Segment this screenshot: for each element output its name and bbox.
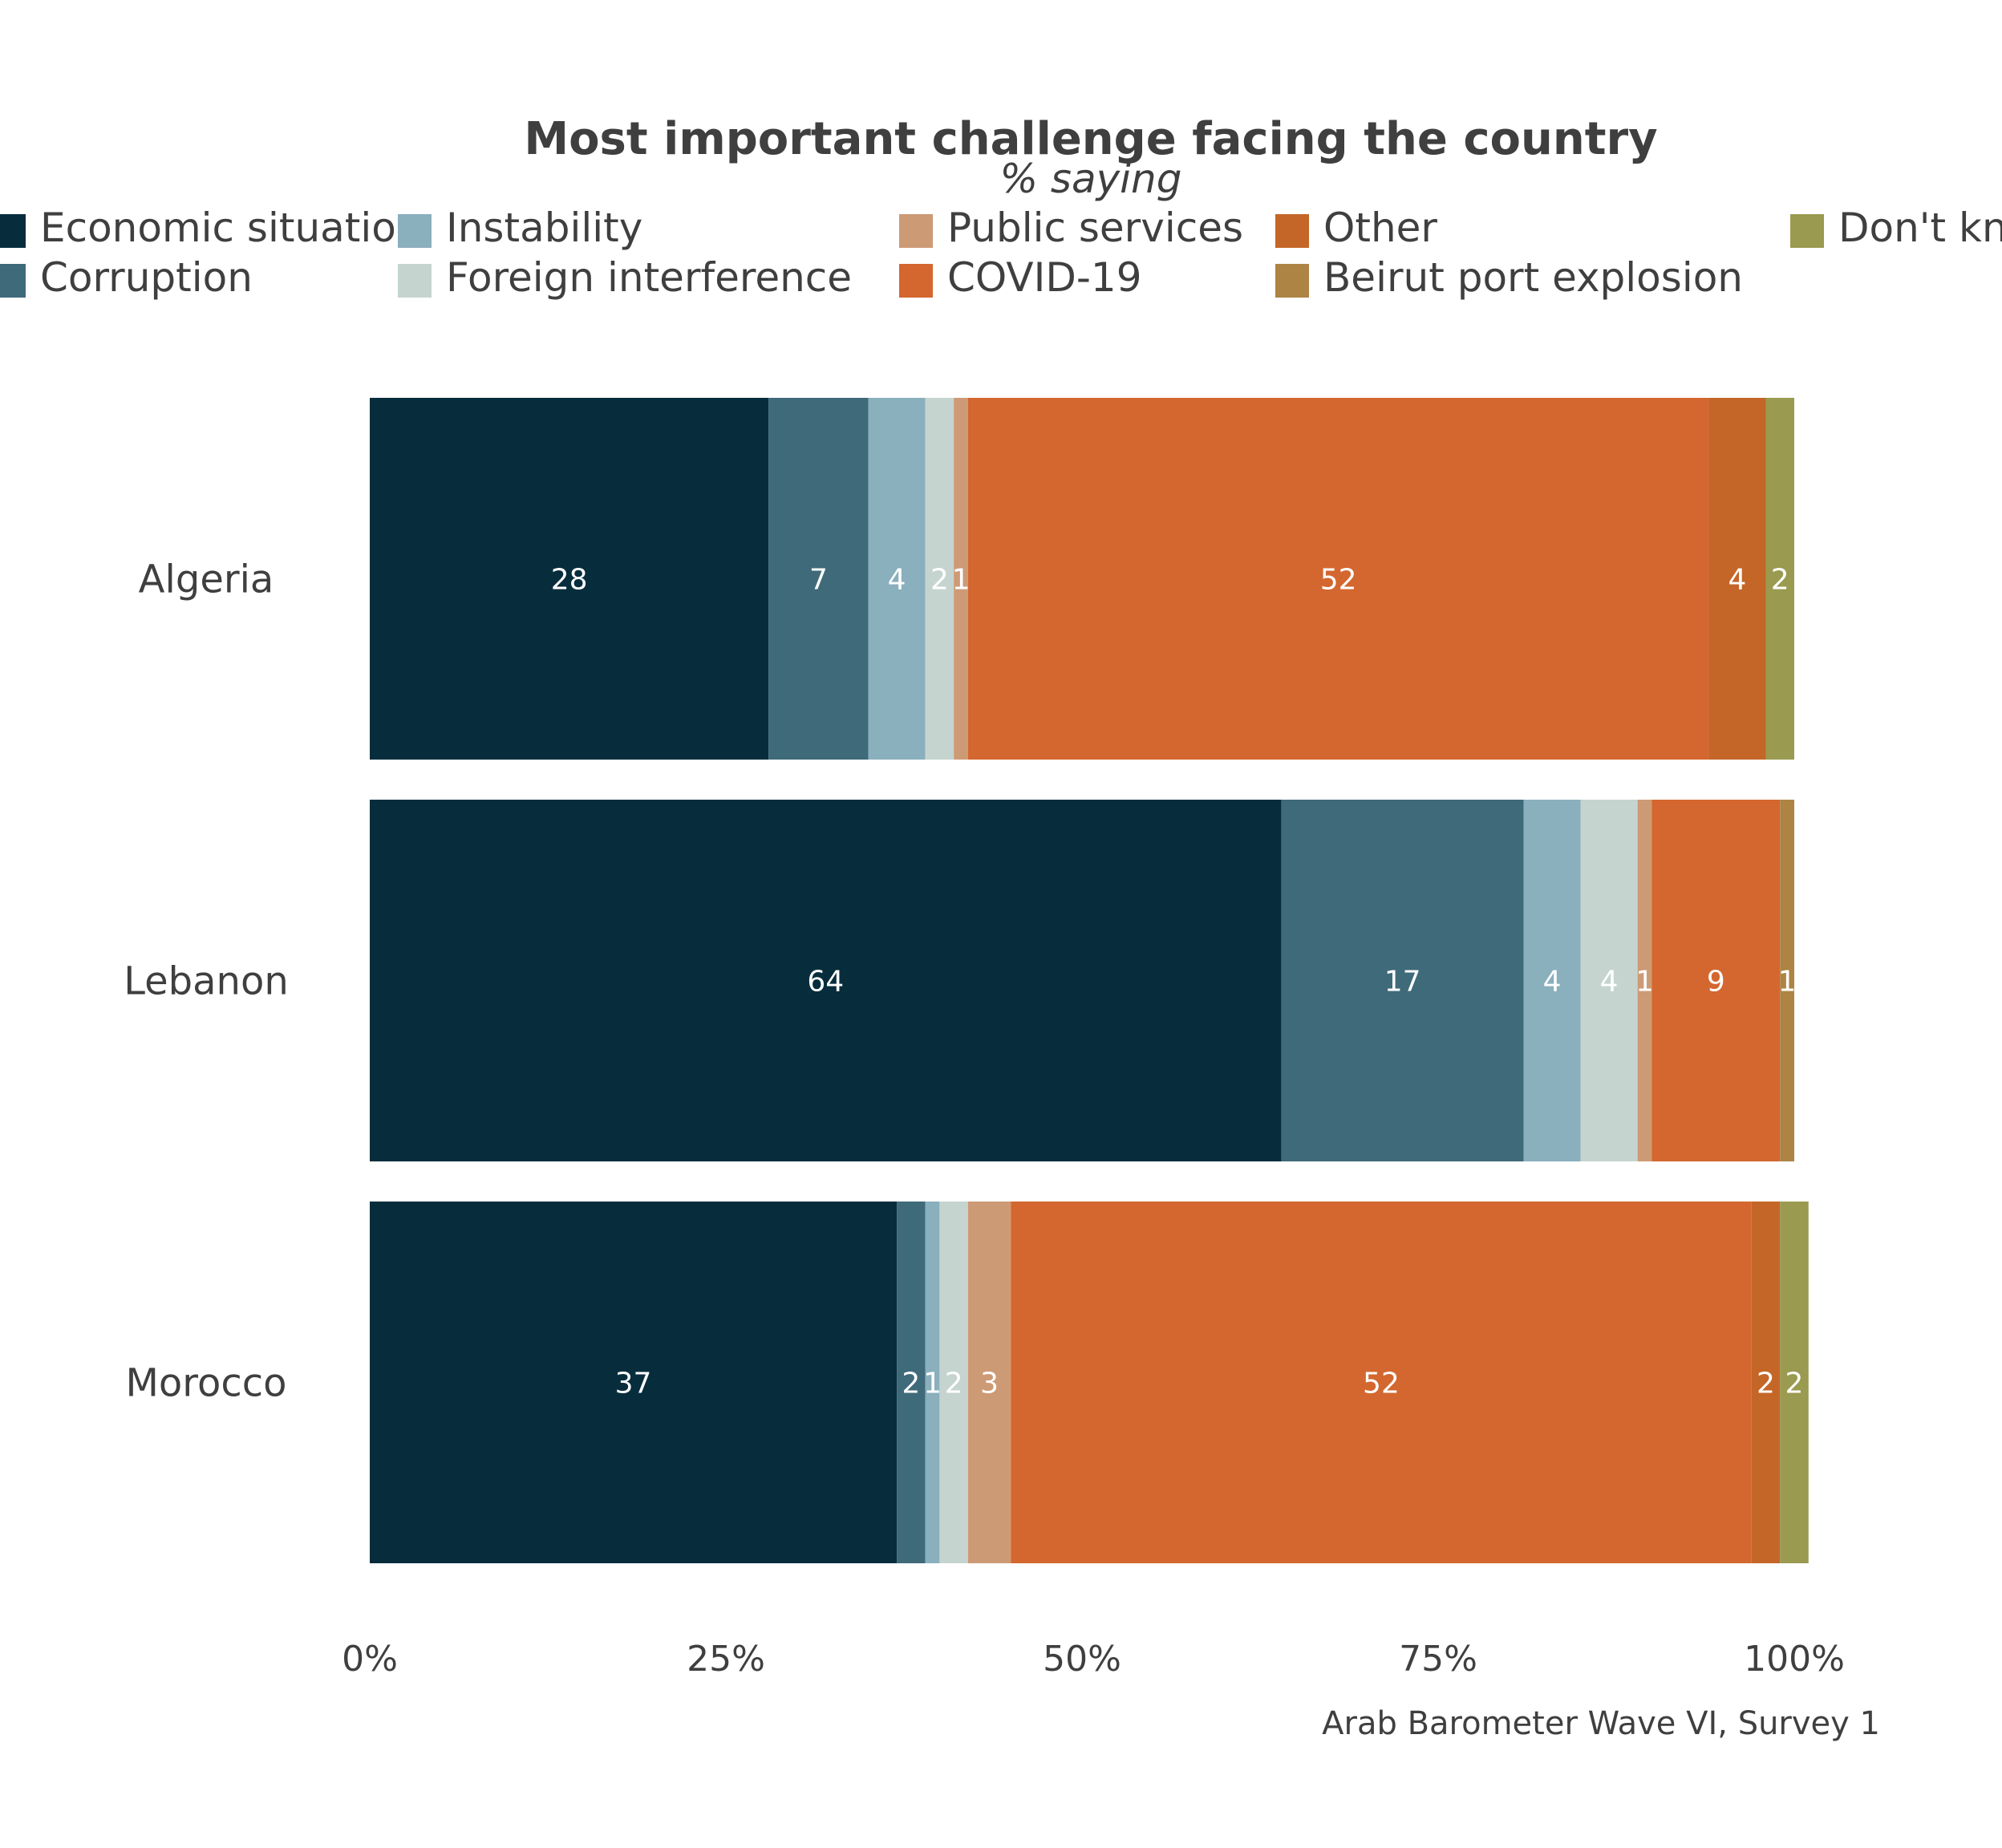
legend-label-don-t-know: Don't know <box>1838 205 2002 251</box>
bar-segment-algeria-don-t-know <box>1765 398 1794 760</box>
bar-segment-lebanon-foreign-interference <box>1580 800 1638 1161</box>
bar-segment-algeria-foreign-interference <box>925 398 954 760</box>
data-label-lebanon-foreign-interference: 4 <box>1600 966 1619 999</box>
bar-segment-algeria-covid-19 <box>967 398 1709 760</box>
legend-label-beirut-port-explosion: Beirut port explosion <box>1323 254 1743 301</box>
data-label-algeria-public-services: 1 <box>952 564 971 597</box>
category-label-lebanon: Lebanon <box>124 959 289 1004</box>
plot-area: 28 7 4 2 1 52 4 264 17 4 4 1 9 137 2 1 2 3 52 2 2 <box>370 398 1809 1563</box>
data-label-algeria-don-t-know: 2 <box>1771 564 1789 597</box>
bar-segment-lebanon-beirut-port-explosion <box>1780 800 1794 1161</box>
data-label-algeria-other: 4 <box>1728 564 1747 597</box>
legend-swatch-corruption <box>0 264 26 298</box>
legend-label-foreign-interference: Foreign interference <box>446 254 852 301</box>
x-tick-label: 75% <box>1399 1639 1477 1680</box>
data-label-lebanon-instability: 4 <box>1543 966 1562 999</box>
x-tick-label: 25% <box>687 1639 765 1680</box>
bar-segment-morocco-economic-situation <box>370 1202 898 1563</box>
x-tick-label: 0% <box>342 1639 398 1680</box>
data-label-morocco-other: 2 <box>1757 1368 1775 1400</box>
data-label-algeria-foreign-interference: 2 <box>930 564 949 597</box>
data-label-algeria-economic-situation: 28 <box>551 564 588 597</box>
legend-label-economic-situation: Economic situation <box>40 205 422 251</box>
data-label-morocco-foreign-interference: 2 <box>945 1368 963 1400</box>
bar-segment-morocco-instability <box>925 1202 940 1563</box>
bar-segment-algeria-corruption <box>768 398 869 760</box>
data-label-lebanon-economic-situation: 64 <box>807 966 844 999</box>
data-label-morocco-don-t-know: 2 <box>1785 1368 1804 1400</box>
legend-swatch-instability <box>398 214 432 248</box>
bar-segment-morocco-public-services <box>967 1202 1011 1563</box>
bar-segment-algeria-instability <box>868 398 926 760</box>
legend-label-instability: Instability <box>446 205 642 251</box>
bar-segment-lebanon-covid-19 <box>1651 800 1781 1161</box>
legend-swatch-foreign-interference <box>398 264 432 298</box>
legend-label-covid-19: COVID-19 <box>947 254 1142 301</box>
data-label-algeria-corruption: 7 <box>809 564 828 597</box>
legend-label-public-services: Public services <box>947 205 1243 251</box>
data-label-morocco-economic-situation: 37 <box>615 1368 652 1400</box>
x-tick-label: 50% <box>1043 1639 1121 1680</box>
legend-swatch-other <box>1275 214 1309 248</box>
bar-segment-lebanon-instability <box>1523 800 1581 1161</box>
legend-label-other: Other <box>1323 205 1437 251</box>
bar-segment-algeria-public-services <box>954 398 968 760</box>
legend-label-corruption: Corruption <box>40 254 253 301</box>
bar-segment-lebanon-economic-situation <box>370 800 1282 1161</box>
x-tick-label: 100% <box>1744 1639 1845 1680</box>
legend-swatch-beirut-port-explosion <box>1275 264 1309 298</box>
data-label-morocco-instability: 1 <box>923 1368 942 1400</box>
category-label-algeria: Algeria <box>139 557 274 602</box>
bar-segment-morocco-foreign-interference <box>939 1202 968 1563</box>
data-label-lebanon-corruption: 17 <box>1384 966 1421 999</box>
data-label-morocco-corruption: 2 <box>902 1368 920 1400</box>
data-label-morocco-public-services: 3 <box>980 1368 999 1400</box>
bar-segment-morocco-corruption <box>897 1202 926 1563</box>
bar-segment-morocco-covid-19 <box>1011 1202 1752 1563</box>
chart-caption: Arab Barometer Wave VI, Survey 1 <box>1322 1705 1880 1742</box>
bar-segment-algeria-economic-situation <box>370 398 769 760</box>
data-label-lebanon-public-services: 1 <box>1635 966 1654 999</box>
y-axis: Algeria Lebanon Morocco <box>124 557 289 1406</box>
data-label-algeria-covid-19: 52 <box>1320 564 1357 597</box>
legend-swatch-don-t-know <box>1790 214 1824 248</box>
bar-segment-lebanon-corruption <box>1281 800 1524 1161</box>
bar-segment-algeria-other <box>1708 398 1766 760</box>
chart-subtitle: % saying <box>999 156 1181 202</box>
bar-segment-morocco-other <box>1751 1202 1781 1563</box>
legend-swatch-economic-situation <box>0 214 26 248</box>
chart-title: Most important challenge facing the coun… <box>524 113 1657 165</box>
x-axis: 0% 25% 50% 75% 100% <box>342 1639 1845 1680</box>
data-label-algeria-instability: 4 <box>888 564 906 597</box>
bar-segment-morocco-don-t-know <box>1780 1202 1809 1563</box>
legend-swatch-covid-19 <box>899 264 933 298</box>
legend-swatch-public-services <box>899 214 933 248</box>
data-label-morocco-covid-19: 52 <box>1363 1368 1400 1400</box>
data-label-lebanon-covid-19: 9 <box>1707 966 1725 999</box>
bar-segment-lebanon-public-services <box>1637 800 1652 1161</box>
category-label-morocco: Morocco <box>126 1361 287 1406</box>
data-label-lebanon-beirut-port-explosion: 1 <box>1778 966 1797 999</box>
